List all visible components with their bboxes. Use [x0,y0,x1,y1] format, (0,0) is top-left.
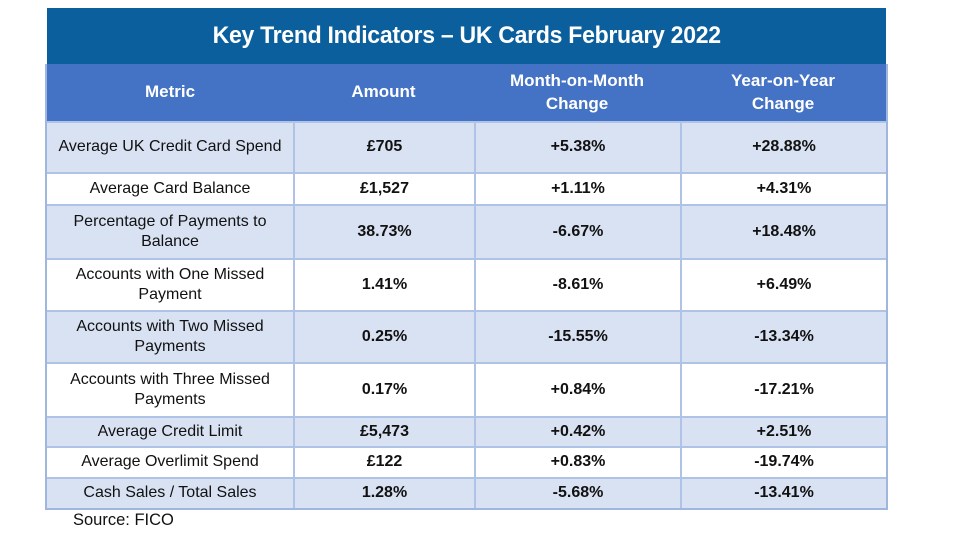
yoy-change-cell: +2.51% [680,416,886,446]
yoy-change-cell: -17.21% [680,362,886,416]
mom-change-cell: -6.67% [474,204,680,258]
metric-cell: Average Credit Limit [47,416,293,446]
amount-cell: £705 [293,121,474,172]
yoy-change-cell: +18.48% [680,204,886,258]
metric-cell: Average Overlimit Spend [47,446,293,477]
table-row: Average Credit Limit £5,473 +0.42% +2.51… [47,416,886,446]
amount-cell: 1.41% [293,258,474,310]
amount-cell: 0.25% [293,310,474,362]
yoy-change-cell: +4.31% [680,172,886,204]
mom-change-cell: +0.83% [474,446,680,477]
amount-cell: 0.17% [293,362,474,416]
yoy-change-cell: -13.41% [680,477,886,508]
header-label-metric: Metric [144,82,196,102]
mom-change-cell: -15.55% [474,310,680,362]
table-row: Accounts with Two Missed Payments 0.25% … [47,310,886,362]
metric-cell: Average UK Credit Card Spend [47,121,293,172]
mom-change-cell: +0.42% [474,416,680,446]
table-row: Percentage of Payments to Balance 38.73%… [47,204,886,258]
mom-change-cell: -5.68% [474,477,680,508]
yoy-change-cell: +28.88% [680,121,886,172]
report-graphic: Key Trend Indicators – UK Cards February… [45,8,888,510]
header-cell-amount: Amount [293,64,474,121]
header-label-mom-change: Month-on-Month Change [509,71,645,113]
amount-cell: £122 [293,446,474,477]
table-row: Accounts with Three Missed Payments 0.17… [47,362,886,416]
table-row: Cash Sales / Total Sales 1.28% -5.68% -1… [47,477,886,508]
table-row: Average UK Credit Card Spend £705 +5.38%… [47,121,886,172]
amount-cell: £1,527 [293,172,474,204]
table-row: Accounts with One Missed Payment 1.41% -… [47,258,886,310]
mom-change-cell: +1.11% [474,172,680,204]
header-row: Metric Amount Month-on-Month Change Year… [47,64,886,121]
amount-cell: 38.73% [293,204,474,258]
header-label-amount: Amount [351,82,416,102]
mom-change-cell: -8.61% [474,258,680,310]
header-label-yoy-change: Year-on-Year Change [731,71,835,113]
page-title: Key Trend Indicators – UK Cards February… [212,22,721,49]
yoy-change-cell: -13.34% [680,310,886,362]
metric-cell: Accounts with Three Missed Payments [47,362,293,416]
amount-cell: 1.28% [293,477,474,508]
header-cell-metric: Metric [47,64,293,121]
header-cell-mom-change: Month-on-Month Change [474,64,680,121]
title-bar: Key Trend Indicators – UK Cards February… [47,8,886,64]
metric-cell: Average Card Balance [47,172,293,204]
table-row: Average Overlimit Spend £122 +0.83% -19.… [47,446,886,477]
amount-cell: £5,473 [293,416,474,446]
data-table: Metric Amount Month-on-Month Change Year… [45,64,888,510]
metric-cell: Accounts with Two Missed Payments [47,310,293,362]
mom-change-cell: +0.84% [474,362,680,416]
yoy-change-cell: -19.74% [680,446,886,477]
mom-change-cell: +5.38% [474,121,680,172]
table-row: Average Card Balance £1,527 +1.11% +4.31… [47,172,886,204]
source-note: Source: FICO [73,511,174,529]
metric-cell: Cash Sales / Total Sales [47,477,293,508]
header-cell-yoy-change: Year-on-Year Change [680,64,886,121]
metric-cell: Accounts with One Missed Payment [47,258,293,310]
metric-cell: Percentage of Payments to Balance [47,204,293,258]
yoy-change-cell: +6.49% [680,258,886,310]
